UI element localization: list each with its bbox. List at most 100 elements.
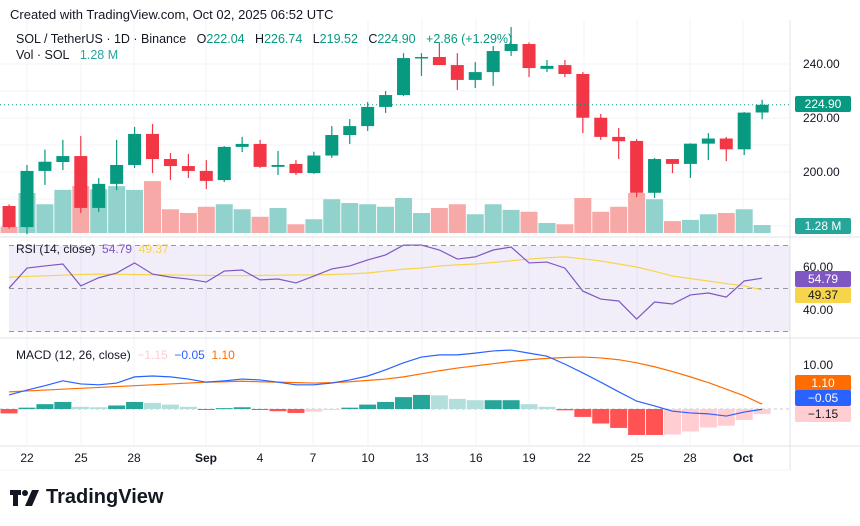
candle-body — [325, 135, 339, 156]
date-tick: 10 — [361, 451, 375, 465]
candle-body — [612, 136, 626, 142]
volume-bar — [520, 211, 538, 233]
close-value: 224.90 — [377, 32, 416, 46]
date-tick: 25 — [630, 451, 644, 465]
candle-body — [701, 138, 715, 144]
candle-body — [665, 159, 679, 164]
tradingview-logo-icon — [10, 489, 39, 506]
macd-histogram-bar — [144, 402, 162, 409]
volume-bar — [502, 209, 520, 233]
volume-bar — [448, 204, 466, 233]
candle-body — [74, 156, 88, 208]
low-label: L — [312, 32, 320, 46]
macd-histogram-bar — [466, 400, 484, 409]
symbol-name[interactable]: SOL / TetherUS · 1D · Binance — [16, 32, 187, 46]
rsi-pane — [8, 244, 790, 332]
volume-bar — [108, 186, 126, 233]
candle-body — [522, 44, 536, 69]
macd-histogram-bar — [699, 409, 717, 428]
macd-histogram-bar — [430, 395, 448, 409]
rsi-ma-line — [9, 256, 763, 291]
volume-bar — [735, 209, 753, 233]
candle-body — [199, 170, 213, 181]
open-label: O — [196, 32, 207, 46]
volume-bar — [699, 214, 717, 233]
macd-histogram-bar — [574, 409, 592, 417]
macd-histogram-bar — [251, 409, 269, 410]
candle-body — [110, 164, 124, 184]
date-tick: 13 — [415, 451, 429, 465]
candle-body — [2, 206, 16, 228]
volume-bar — [359, 204, 377, 233]
volume-legend: Vol · SOL 1.28 M — [16, 48, 118, 62]
macd-histogram-bar — [18, 407, 36, 409]
candle-body — [307, 155, 321, 174]
date-tick: Oct — [732, 451, 754, 465]
macd-histogram-bar — [628, 409, 646, 435]
rsi-legend: RSI (14, close) 54.79 49.37 — [16, 242, 169, 256]
macd-histogram-bar — [108, 405, 126, 409]
macd-histogram-bar — [179, 406, 197, 409]
volume-label[interactable]: Vol · SOL — [16, 48, 70, 62]
price-tick: 200.00 — [803, 165, 840, 179]
candle-body — [56, 156, 70, 163]
macd-histogram-bar — [663, 409, 681, 435]
macd-histogram-bar — [502, 400, 520, 409]
volume-bar — [269, 208, 287, 233]
candle-body — [630, 140, 644, 193]
date-tick: 19 — [522, 451, 536, 465]
rsi-tick: 40.00 — [803, 303, 834, 317]
volume-bars — [0, 181, 771, 233]
volume-bar — [574, 198, 592, 233]
macd-pane — [0, 349, 790, 435]
macd-hist-value: −1.15 — [137, 348, 168, 362]
tradingview-logo[interactable]: TradingView — [10, 486, 163, 509]
volume-bar — [538, 223, 556, 233]
rsi-value: 54.79 — [102, 242, 133, 256]
macd-histogram-bar — [269, 409, 287, 412]
candle-body — [683, 143, 697, 164]
date-tick: 28 — [127, 451, 141, 465]
candle-body — [235, 143, 249, 147]
candle-body — [719, 138, 733, 150]
macd-label[interactable]: MACD (12, 26, close) — [16, 348, 131, 362]
candle-body — [146, 133, 160, 160]
volume-value: 1.28 M — [79, 48, 119, 62]
macd-histogram-bar — [323, 409, 341, 410]
rsi-tick: 60.00 — [803, 260, 834, 274]
volume-bar — [556, 224, 574, 233]
candle-body — [397, 58, 411, 96]
price-tick: 220.00 — [803, 111, 840, 125]
rsi-line — [8, 244, 763, 320]
volume-bar — [233, 209, 251, 233]
rsi-label[interactable]: RSI (14, close) — [16, 242, 96, 256]
macd-histogram-bar — [90, 407, 108, 409]
volume-bar — [161, 209, 179, 233]
date-tick: Sep — [194, 451, 218, 465]
candle-body — [379, 95, 393, 107]
candle-body — [576, 73, 590, 118]
volume-bar — [54, 189, 72, 233]
macd-histogram-bar — [377, 401, 395, 409]
macd-histogram-bar — [359, 404, 377, 409]
macd-histogram-bar — [484, 400, 502, 409]
price-tick: 240.00 — [803, 57, 840, 71]
volume-bar — [323, 199, 341, 233]
candle-body — [38, 161, 52, 171]
macd-signal-value: 1.10 — [211, 348, 235, 362]
candle-body — [504, 44, 518, 52]
macd-histogram-bar — [72, 406, 90, 409]
volume-bar — [663, 221, 681, 233]
macd-histogram-bar — [538, 406, 556, 409]
volume-bar — [395, 198, 413, 233]
macd-histogram-bar — [592, 409, 610, 424]
date-tick: 16 — [469, 451, 483, 465]
volume-bar — [341, 203, 359, 233]
volume-bar — [484, 204, 502, 233]
brand-name: TradingView — [46, 486, 164, 508]
macd-histogram-bar — [161, 404, 179, 409]
candle-body — [253, 143, 267, 167]
candle-body — [163, 159, 177, 167]
candle-body — [271, 164, 285, 167]
